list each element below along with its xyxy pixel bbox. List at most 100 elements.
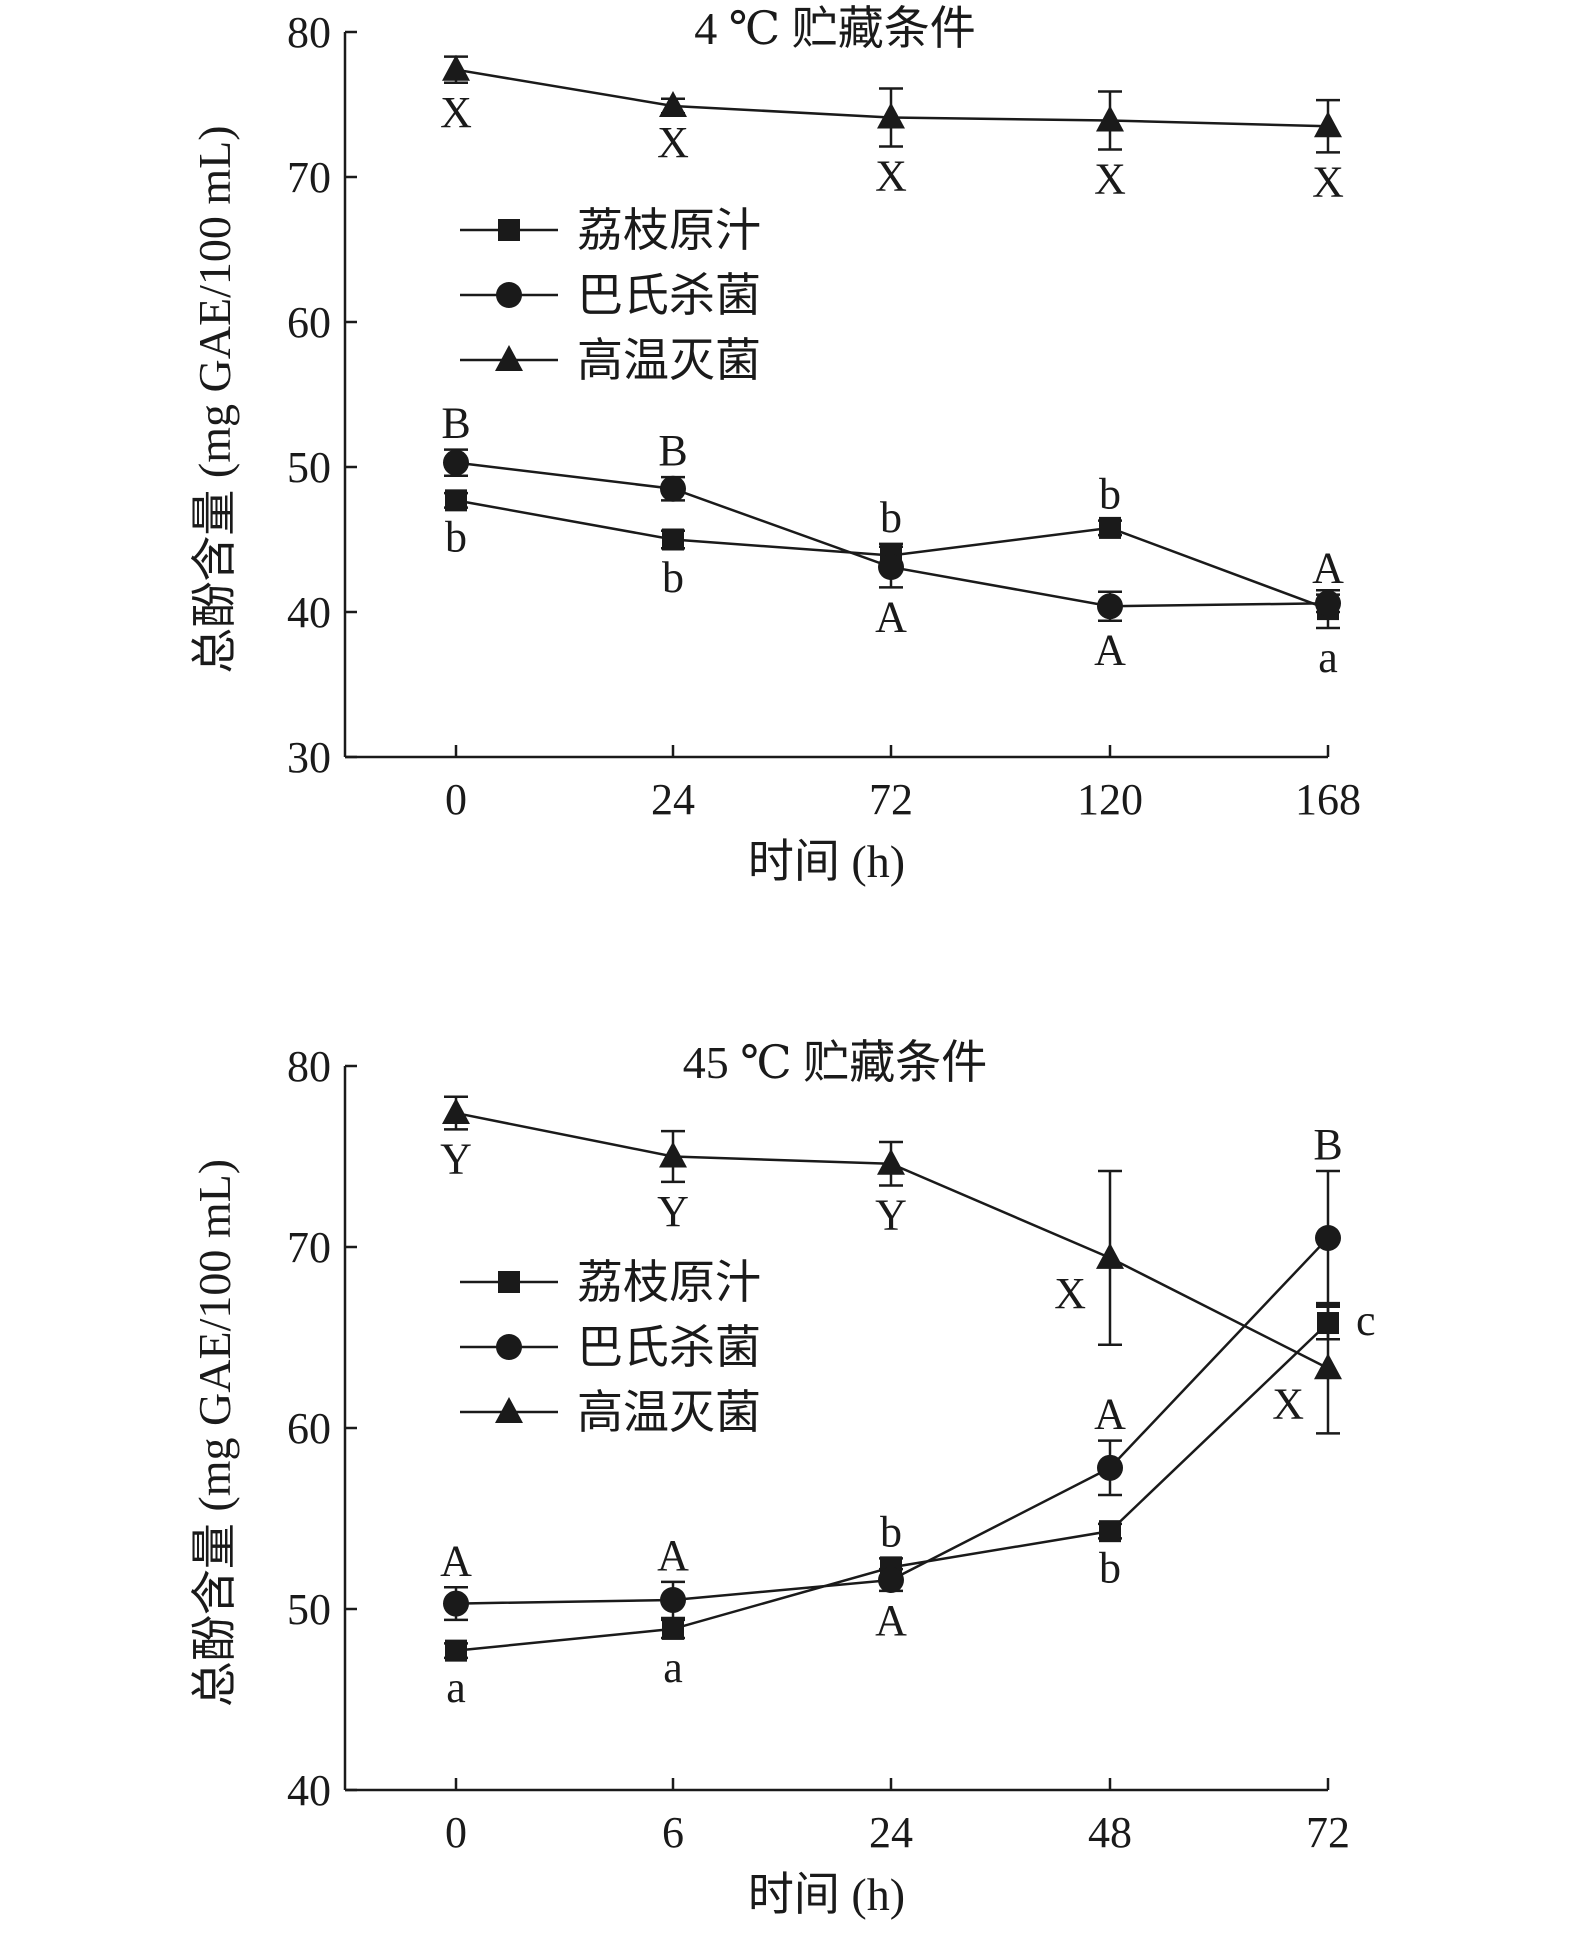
significance-label: b (1099, 1543, 1121, 1592)
y-tick-label: 40 (287, 1766, 331, 1815)
data-point-circle (1315, 590, 1341, 617)
legend-label: 巴氏杀菌 (577, 1322, 761, 1373)
significance-label: X (440, 88, 472, 137)
legend-label: 高温灭菌 (577, 335, 761, 386)
x-tick-label: 48 (1088, 1808, 1132, 1857)
significance-label: b (1099, 470, 1121, 519)
significance-label: c (1356, 1296, 1376, 1345)
y-axis-title: 总酚含量 (mg GAE/100 mL) (189, 125, 240, 673)
chart-title: 45 ℃ 贮藏条件 (683, 1037, 987, 1088)
data-point-triangle (659, 90, 687, 117)
data-point-circle (1097, 593, 1123, 620)
x-tick-label: 0 (445, 1808, 467, 1857)
data-point-triangle (877, 102, 905, 129)
x-tick-label: 168 (1295, 775, 1361, 824)
x-tick-label: 24 (651, 775, 695, 824)
data-point-triangle (1314, 111, 1342, 138)
legend-label: 巴氏杀菌 (577, 270, 761, 321)
data-point-triangle (1314, 1353, 1342, 1380)
significance-label: A (875, 1596, 907, 1645)
significance-label: X (1094, 154, 1126, 203)
data-point-circle (878, 1567, 904, 1594)
data-point-circle (660, 475, 686, 502)
significance-label: X (1312, 157, 1344, 206)
legend-marker-circle (496, 282, 522, 308)
significance-label: B (1313, 1120, 1342, 1169)
y-axis-title: 总酚含量 (mg GAE/100 mL) (189, 1159, 240, 1707)
series-triangle: X X X X X (440, 54, 1344, 206)
significance-label: a (663, 1643, 683, 1692)
data-point-square (662, 1617, 684, 1640)
significance-label: X (657, 118, 689, 167)
legend-marker-square (498, 219, 520, 241)
data-point-square (445, 489, 467, 512)
data-point-circle (660, 1586, 686, 1613)
y-tick-label: 60 (287, 298, 331, 347)
data-point-square (1099, 516, 1121, 539)
x-tick-label: 6 (662, 1808, 684, 1857)
significance-label: A (1094, 1390, 1126, 1439)
significance-label: b (445, 513, 467, 562)
legend-marker-triangle (495, 1397, 523, 1423)
x-axis-title: 时间 (h) (748, 1869, 905, 1920)
y-tick-label: 50 (287, 443, 331, 492)
data-point-circle (1315, 1224, 1341, 1251)
chart-title: 4 ℃ 贮藏条件 (694, 3, 975, 54)
data-point-square (1099, 1520, 1121, 1543)
x-axis-title: 时间 (h) (748, 836, 905, 887)
significance-label: B (658, 426, 687, 475)
x-tick-label: 120 (1077, 775, 1143, 824)
legend-marker-triangle (495, 345, 523, 371)
legend-label: 高温灭菌 (577, 1387, 761, 1438)
significance-label: A (440, 1536, 472, 1585)
significance-label: A (657, 1531, 689, 1580)
x-tick-label: 24 (869, 1808, 913, 1857)
data-point-triangle (442, 1098, 470, 1125)
significance-label: X (1272, 1379, 1304, 1428)
y-tick-label: 80 (287, 1042, 331, 1091)
legend-label: 荔枝原汁 (577, 205, 761, 256)
y-tick-label: 30 (287, 733, 331, 782)
x-tick-label: 0 (445, 775, 467, 824)
data-point-circle (1097, 1454, 1123, 1481)
chart-panel-1: 30 40 50 60 70 80 0 24 72 120 168 时间 (h) 总酚含量 (mg GA… (189, 3, 1361, 887)
significance-label: a (1318, 633, 1338, 682)
significance-label: a (446, 1663, 466, 1712)
x-tick-label: 72 (869, 775, 913, 824)
significance-label: A (875, 592, 907, 641)
significance-label: A (1312, 544, 1344, 593)
data-point-triangle (442, 54, 470, 81)
legend-marker-circle (496, 1334, 522, 1360)
data-point-triangle (877, 1148, 905, 1175)
y-tick-label: 80 (287, 8, 331, 57)
y-tick-label: 50 (287, 1585, 331, 1634)
significance-label: X (1054, 1269, 1086, 1318)
significance-label: Y (875, 1190, 907, 1239)
significance-label: b (880, 1507, 902, 1556)
data-point-square (662, 528, 684, 551)
series-square: a a b b c (444, 1296, 1376, 1712)
y-tick-label: 60 (287, 1404, 331, 1453)
data-point-triangle (1096, 105, 1124, 132)
y-tick-label: 40 (287, 588, 331, 637)
significance-label: X (875, 152, 907, 201)
data-point-circle (443, 1590, 469, 1617)
data-point-triangle (659, 1141, 687, 1168)
data-point-circle (443, 449, 469, 476)
series-circle: B B A A A (441, 399, 1344, 675)
significance-label: B (441, 399, 470, 448)
series-triangle: Y Y Y X X (440, 1095, 1342, 1435)
data-point-triangle (1096, 1242, 1124, 1269)
data-point-square (445, 1639, 467, 1662)
series-circle: A A A A B (440, 1120, 1343, 1645)
legend-label: 荔枝原汁 (577, 1257, 761, 1308)
x-tick-label: 72 (1306, 1808, 1350, 1857)
chart-panel-2: 40 50 60 70 80 0 6 24 48 72 时间 (h) 总酚含量 (mg GAE/100… (189, 1037, 1376, 1920)
significance-label: Y (440, 1134, 472, 1183)
significance-label: Y (657, 1187, 689, 1236)
significance-label: b (880, 493, 902, 542)
